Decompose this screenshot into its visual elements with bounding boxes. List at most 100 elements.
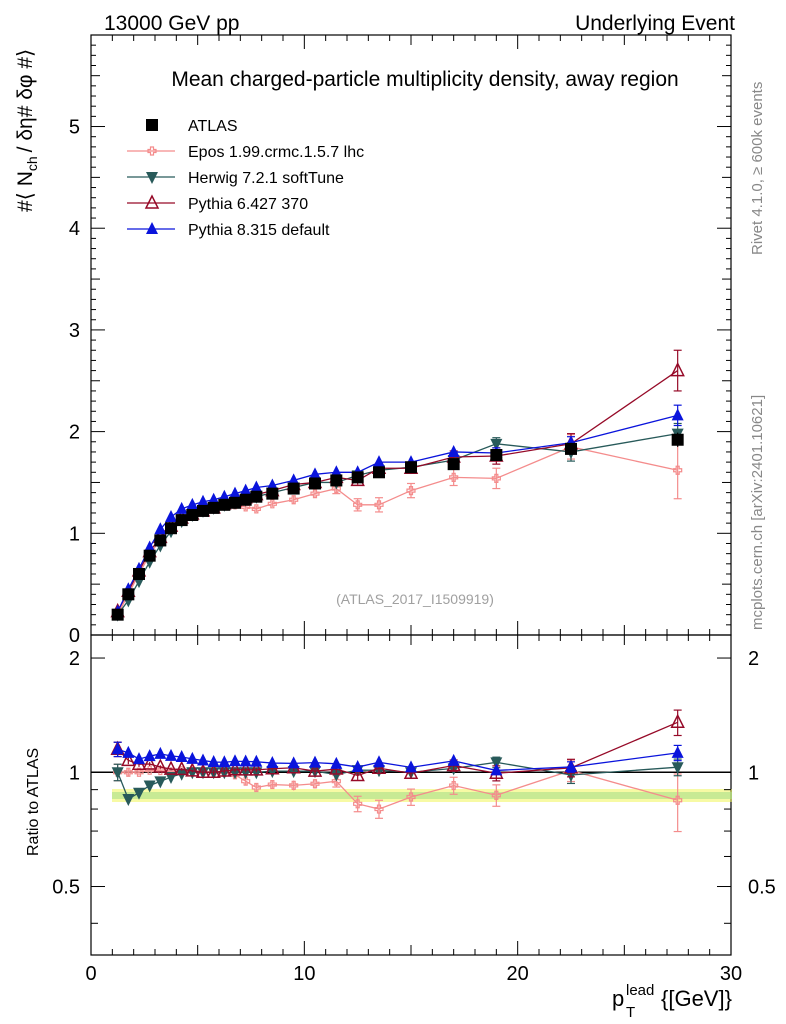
ratio-point bbox=[217, 762, 232, 777]
y-axis-label: #⟨ Nch / δη# δφ #⟩ bbox=[14, 49, 40, 212]
legend-label: ATLAS bbox=[188, 118, 238, 135]
ratio-point bbox=[309, 755, 321, 768]
x-axis-label-unit: {[GeV]} bbox=[661, 986, 732, 1011]
series-3 bbox=[110, 349, 685, 782]
data-point bbox=[186, 509, 199, 521]
data-point bbox=[165, 510, 177, 523]
ratio-point bbox=[229, 754, 241, 767]
legend-marker bbox=[146, 172, 158, 184]
data-point bbox=[670, 361, 685, 377]
legend-label: Pythia 6.427 370 bbox=[188, 196, 308, 213]
ratio-point bbox=[239, 754, 252, 767]
ratio-y-axis-label: Ratio to ATLAS bbox=[25, 748, 42, 856]
data-point bbox=[374, 500, 384, 510]
ratio-point bbox=[671, 762, 684, 775]
data-point bbox=[351, 471, 364, 484]
ratio-point bbox=[241, 776, 251, 786]
chart-title: Mean charged-particle multiplicity densi… bbox=[171, 68, 678, 91]
ratio-point bbox=[154, 776, 167, 789]
data-point bbox=[239, 483, 252, 496]
axes-group: 0 10 20 30 0 1 2 3 4 5 0.5 0.5 1 1 2 2 bbox=[52, 34, 776, 985]
data-point bbox=[239, 493, 252, 506]
data-point bbox=[251, 504, 261, 514]
data-point bbox=[490, 438, 503, 451]
x-tick-label: 0 bbox=[85, 963, 96, 985]
data-point bbox=[229, 496, 241, 509]
data-point bbox=[165, 522, 177, 535]
x-tick-label: 20 bbox=[507, 963, 529, 985]
data-point bbox=[447, 444, 460, 457]
ratio-point bbox=[143, 749, 156, 762]
data-point bbox=[186, 497, 199, 510]
legend-entry: Pythia 6.427 370 bbox=[127, 194, 308, 213]
ratio-point bbox=[165, 748, 177, 761]
data-point bbox=[218, 489, 231, 502]
ratio-point bbox=[206, 763, 221, 779]
data-point bbox=[447, 458, 460, 471]
data-point bbox=[250, 490, 263, 503]
data-point bbox=[267, 499, 277, 509]
ratio-point bbox=[185, 762, 200, 777]
y-tick-label: 1 bbox=[69, 523, 80, 545]
ratio-point bbox=[123, 767, 133, 777]
legend-entry: Epos 1.99.crmc.1.5.7 lhc bbox=[127, 144, 364, 161]
ratio-y-tick-label-right: 1 bbox=[748, 762, 759, 784]
ratio-point bbox=[353, 799, 363, 809]
ratio-point bbox=[143, 780, 156, 793]
data-point bbox=[133, 567, 145, 580]
x-axis-label: p T lead {[GeV]} bbox=[612, 982, 732, 1021]
series-line bbox=[117, 433, 678, 616]
ratio-point bbox=[111, 767, 124, 780]
y-axis-label-sub: ch bbox=[24, 156, 40, 171]
series-2 bbox=[111, 422, 684, 807]
ratio-point bbox=[249, 761, 264, 776]
data-point bbox=[406, 485, 416, 496]
data-point bbox=[671, 433, 684, 446]
legend-marker bbox=[144, 194, 160, 209]
ratio-point bbox=[165, 772, 177, 785]
data-point bbox=[491, 473, 501, 483]
x-axis-label-sup: lead bbox=[626, 982, 654, 999]
data-point bbox=[565, 442, 577, 455]
legend-entry: Herwig 7.2.1 softTune bbox=[127, 170, 344, 187]
main-plot-frame bbox=[90, 34, 732, 636]
ratio-point bbox=[153, 758, 168, 773]
x-axis-label-sub: T bbox=[626, 1004, 635, 1021]
ratio-point bbox=[671, 745, 684, 758]
x-axis-label-main: p bbox=[612, 986, 624, 1011]
ratio-point bbox=[238, 761, 253, 776]
data-point bbox=[330, 474, 343, 487]
y-axis-label-main: #⟨ N bbox=[14, 171, 37, 212]
ratio-point bbox=[175, 749, 188, 762]
data-point bbox=[330, 465, 343, 478]
ratio-point bbox=[163, 760, 179, 775]
data-point bbox=[175, 514, 188, 527]
ratio-point bbox=[133, 752, 145, 765]
data-point bbox=[218, 498, 231, 511]
data-point bbox=[154, 522, 167, 535]
ratio-point bbox=[207, 755, 220, 768]
legend: ATLAS Epos 1.99.crmc.1.5.7 lhc Herwig 7.2.… bbox=[127, 118, 364, 239]
data-point bbox=[197, 504, 209, 517]
ratio-point bbox=[142, 755, 157, 770]
data-point bbox=[287, 473, 300, 486]
ratio-y-tick-label-left: 0.5 bbox=[52, 877, 80, 899]
ratio-point bbox=[307, 762, 323, 777]
ratio-point bbox=[447, 753, 460, 766]
ratio-point bbox=[374, 804, 384, 814]
ratio-point bbox=[154, 746, 167, 759]
ratio-point bbox=[251, 782, 261, 793]
data-point bbox=[289, 495, 299, 505]
data-point bbox=[310, 489, 320, 499]
data-point bbox=[175, 501, 188, 514]
y-tick-label: 0 bbox=[69, 625, 80, 647]
ratio-point bbox=[449, 780, 459, 791]
data-point bbox=[673, 465, 683, 475]
mcplots-label: mcplots.cern.ch [arXiv:2401.10621] bbox=[749, 395, 766, 630]
ratio-point bbox=[218, 755, 231, 768]
data-point bbox=[143, 549, 156, 562]
data-point bbox=[671, 408, 684, 421]
data-point bbox=[266, 487, 279, 500]
ratio-point bbox=[310, 779, 320, 789]
